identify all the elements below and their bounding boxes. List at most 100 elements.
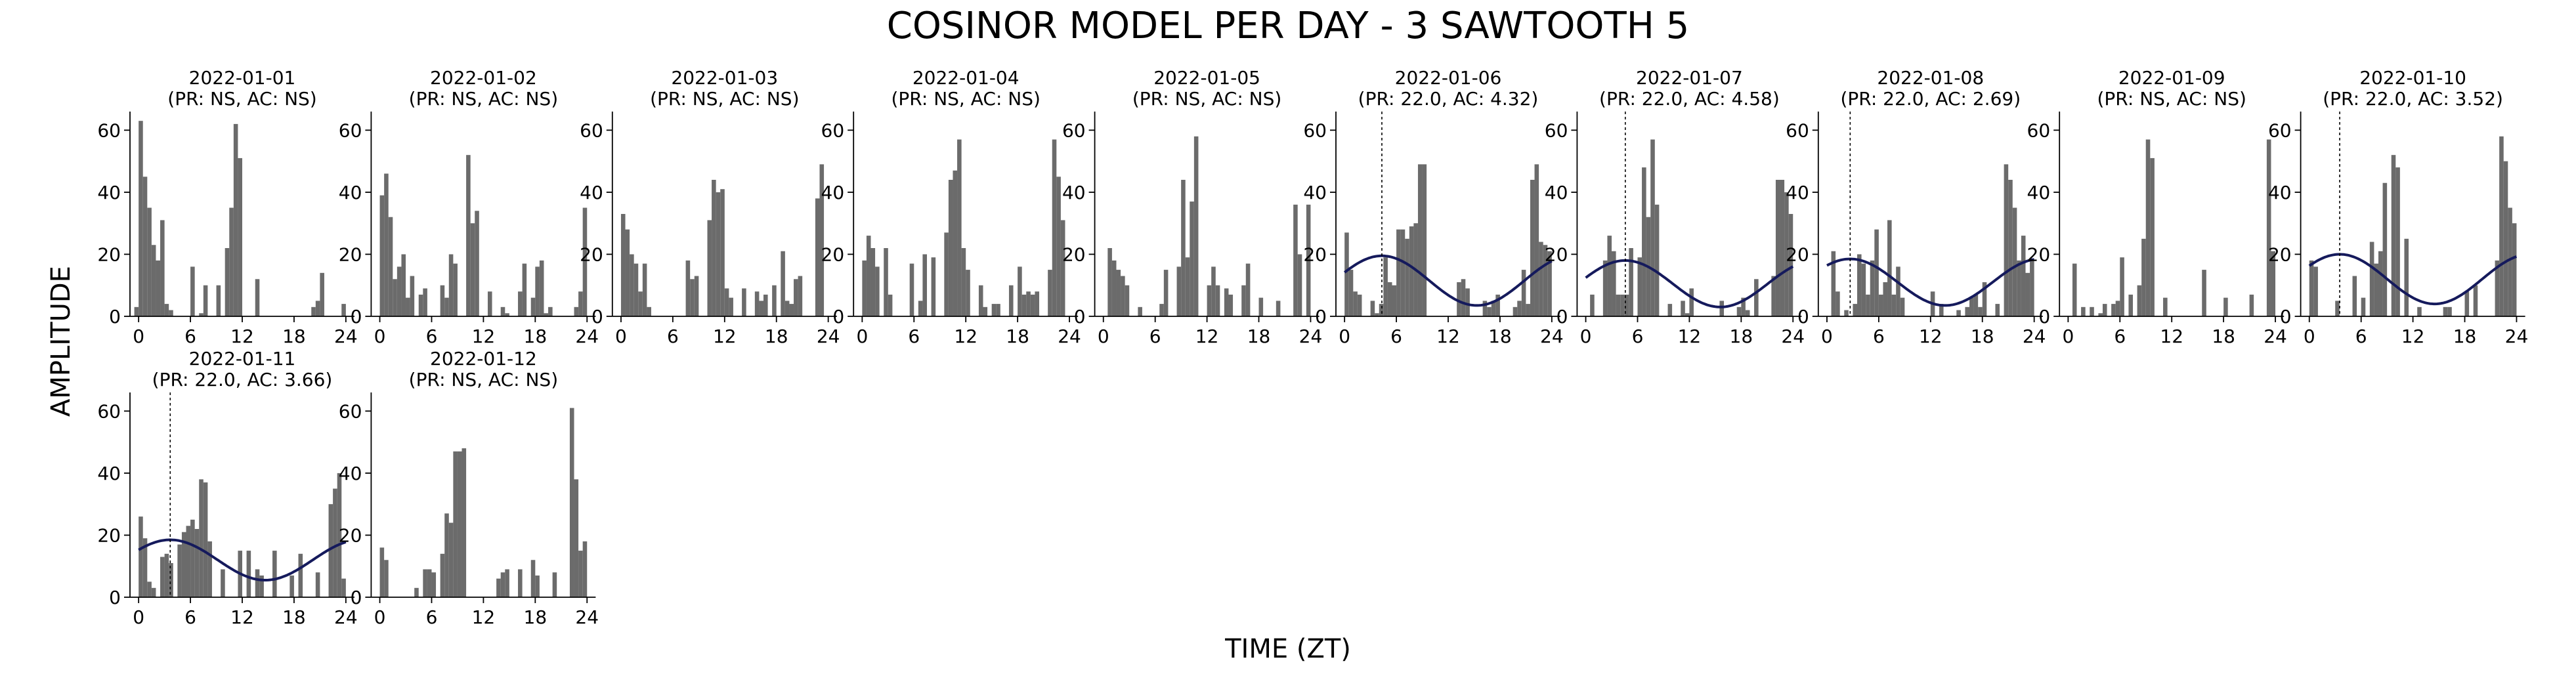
bar [2004,164,2009,316]
bar [1736,306,1742,316]
bar [2008,180,2013,316]
panel-2022-01-02: 2022-01-02(PR: NS, AC: NS) 0 20 40 60 0 6 12 18 2… [339,67,599,347]
bar [505,569,509,597]
bar [1521,270,1526,316]
bar [548,306,553,316]
bar [1379,304,1384,316]
bar [1741,297,1746,316]
bar [379,195,385,316]
bar [500,306,505,316]
y-tick-label: 60 [2027,119,2051,141]
panel-subtitle: (PR: 22.0, AC: 4.58) [1599,88,1780,110]
bar [453,451,458,597]
panel-title: 2022-01-03 [671,67,778,89]
bar [1228,294,1234,316]
bar [1607,236,1612,316]
y-tick-label: 60 [339,400,362,422]
y-tick-label: 60 [580,119,603,141]
panel-2022-01-03: 2022-01-03(PR: NS, AC: NS) 0 20 40 60 0 6 12 18 2… [580,67,840,347]
x-tick-label: 24 [334,606,358,628]
bar [1159,304,1164,316]
bar [2335,301,2340,316]
bar [2503,161,2508,316]
bar [315,572,320,597]
x-tick-label: 0 [133,606,144,628]
panel-subtitle: (PR: NS, AC: NS) [409,369,558,390]
bar [690,279,695,316]
bar [1185,257,1190,316]
x-tick-label: 0 [615,326,627,347]
bar [341,304,346,316]
bar [2223,297,2228,316]
bar [1534,164,1539,316]
bar [1887,220,1892,316]
x-tick-label: 24 [2023,326,2046,347]
bar [1771,276,1776,316]
bar [2404,238,2409,316]
bar [642,263,647,316]
bar [1866,294,1870,316]
bar [470,223,475,316]
bar [1125,285,1130,316]
x-tick-label: 6 [908,326,920,347]
bar [1121,276,1125,316]
bar [966,270,970,316]
bar [315,301,320,316]
x-tick-label: 18 [2212,326,2235,347]
bar [1969,297,1974,316]
bar [1176,266,1182,316]
y-tick-label: 40 [1545,182,1568,203]
bar [427,569,432,597]
bar [1353,291,1358,316]
bar [341,578,346,597]
bar [1939,304,1944,316]
bar [160,220,165,316]
bar [1482,301,1488,316]
bar [1207,285,1212,316]
bar [1995,304,2000,316]
bar [2120,257,2124,316]
bar [794,279,798,316]
bar [1344,232,1349,316]
bar [1370,301,1375,316]
bar [1637,257,1642,316]
bar [2495,260,2500,316]
bar [2266,139,2271,316]
y-tick-label: 40 [2268,182,2292,203]
y-tick-label: 40 [339,463,362,484]
x-tick-label: 12 [472,326,496,347]
panel-title: 2022-01-05 [1153,67,1260,89]
bar [1956,310,1961,316]
bar [884,248,888,316]
bar [996,304,1000,316]
bar [1642,167,1646,316]
bar [1383,257,1388,316]
x-tick-label: 12 [230,326,254,347]
bar [1258,297,1264,316]
y-tick-label: 20 [2268,243,2292,265]
bar [1650,139,1655,316]
bar [1654,204,1660,316]
panel-2022-01-10: 2022-01-10(PR: 22.0, AC: 3.52) 0 20 40 60 0 6 1… [2268,67,2528,347]
bar [169,310,173,316]
bar [2090,306,2094,316]
bar [147,581,152,597]
bar [1667,304,1673,316]
bar [1539,242,1543,316]
x-tick-label: 24 [1058,326,1081,347]
bar [1624,294,1629,316]
bar [539,260,544,316]
bar [707,220,712,316]
x-tick-label: 0 [374,326,386,347]
bar [1878,294,1883,316]
bar [2309,260,2314,316]
bar [2417,306,2422,316]
bar [2081,306,2086,316]
bar [944,232,949,316]
bar [1883,282,1888,316]
bar [1375,313,1379,316]
bar [1857,254,1862,316]
x-tick-label: 6 [1149,326,1161,347]
bar [685,260,691,316]
bar [1788,214,1793,316]
